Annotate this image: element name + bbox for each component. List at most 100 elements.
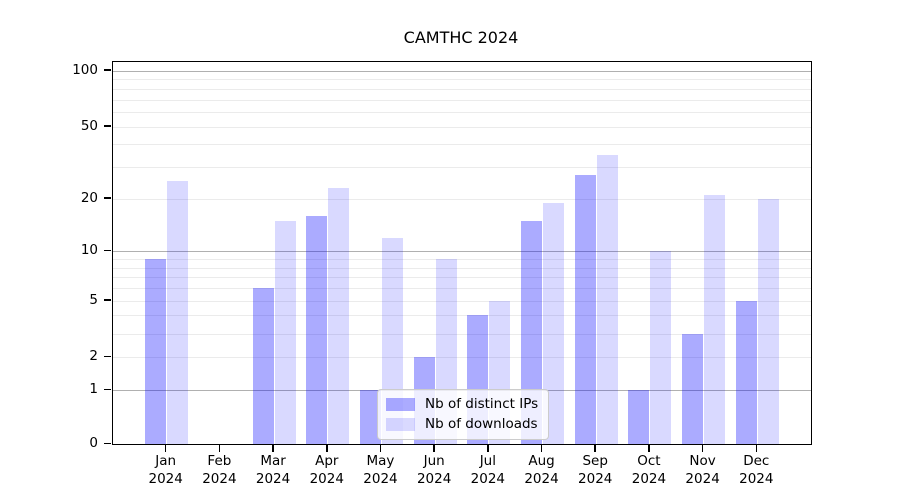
bar-downloads-jan bbox=[167, 181, 189, 444]
y-tick-label: 2 bbox=[89, 348, 98, 365]
bar-downloads-oct bbox=[650, 251, 672, 444]
legend: Nb of distinct IPs Nb of downloads bbox=[377, 389, 550, 440]
x-tick-year: 2024 bbox=[631, 470, 667, 487]
x-tick-label: Sep 2024 bbox=[563, 453, 627, 488]
x-tick-label: Oct 2024 bbox=[617, 453, 681, 488]
minor-gridline bbox=[113, 126, 811, 128]
x-tick-month: Jul bbox=[479, 453, 496, 469]
x-tick-month: Jan bbox=[155, 453, 177, 469]
x-tick-label: Mar 2024 bbox=[241, 453, 305, 488]
x-tick-month: May bbox=[366, 453, 395, 469]
x-tick-mark bbox=[540, 444, 543, 452]
x-tick-year: 2024 bbox=[739, 470, 774, 487]
y-tick-label: 1 bbox=[89, 381, 98, 398]
x-tick-month: Dec bbox=[743, 453, 770, 469]
x-tick-year: 2024 bbox=[148, 470, 183, 487]
x-tick-label: Apr 2024 bbox=[295, 453, 359, 488]
minor-gridline bbox=[113, 88, 811, 90]
x-tick-mark bbox=[272, 444, 274, 452]
y-tick-label: 0 bbox=[89, 435, 98, 451]
minor-gridline bbox=[113, 315, 811, 317]
legend-label-downloads: Nb of downloads bbox=[425, 416, 538, 432]
minor-gridline bbox=[113, 259, 811, 261]
bar-downloads-apr bbox=[328, 187, 350, 444]
bar-distinct-ips-jan bbox=[145, 259, 167, 444]
x-tick-label: Feb 2024 bbox=[187, 453, 251, 488]
x-tick-label: Jan 2024 bbox=[134, 453, 198, 488]
x-tick-month: Nov bbox=[689, 453, 716, 469]
x-tick-mark bbox=[648, 444, 650, 452]
bar-distinct-ips-oct bbox=[628, 390, 650, 444]
minor-gridline bbox=[113, 167, 811, 169]
minor-gridline bbox=[113, 198, 811, 200]
y-tick-mark bbox=[104, 197, 111, 199]
major-gridline bbox=[113, 70, 811, 72]
minor-gridline bbox=[113, 79, 811, 81]
x-tick-label: Nov 2024 bbox=[671, 453, 735, 488]
bar-downloads-aug bbox=[543, 202, 565, 444]
minor-gridline bbox=[113, 267, 811, 269]
y-tick-label: 5 bbox=[89, 291, 98, 308]
x-tick-year: 2024 bbox=[578, 470, 613, 487]
x-tick-label: Jul 2024 bbox=[456, 453, 520, 488]
legend-item-downloads: Nb of downloads bbox=[386, 416, 538, 432]
x-tick-month: Feb bbox=[207, 453, 232, 469]
chart-title: CAMTHC 2024 bbox=[403, 28, 519, 47]
y-tick-label: 20 bbox=[80, 189, 98, 206]
x-tick-label: Jun 2024 bbox=[402, 453, 466, 488]
bar-distinct-ips-sep bbox=[574, 175, 596, 444]
y-tick-mark bbox=[104, 249, 111, 252]
bar-distinct-ips-dec bbox=[735, 300, 757, 444]
x-tick-month: Aug bbox=[528, 453, 555, 469]
x-tick-label: Dec 2024 bbox=[724, 453, 788, 488]
minor-gridline bbox=[113, 357, 811, 359]
x-tick-year: 2024 bbox=[202, 470, 237, 487]
y-tick-mark bbox=[104, 355, 111, 358]
legend-swatch-downloads-icon bbox=[386, 417, 415, 431]
x-tick-mark bbox=[755, 444, 758, 452]
minor-gridline bbox=[113, 288, 811, 290]
bar-downloads-dec bbox=[757, 198, 779, 444]
bar-downloads-mar bbox=[274, 220, 296, 444]
y-tick-mark bbox=[104, 125, 111, 127]
minor-gridline bbox=[113, 300, 811, 302]
minor-gridline bbox=[113, 112, 811, 113]
y-tick-label: 100 bbox=[72, 61, 98, 78]
minor-gridline bbox=[113, 277, 811, 279]
plot-area bbox=[112, 61, 812, 445]
x-tick-month: Sep bbox=[582, 453, 608, 469]
x-tick-month: Jun bbox=[423, 453, 445, 469]
x-tick-year: 2024 bbox=[685, 470, 720, 487]
bar-distinct-ips-apr bbox=[306, 215, 328, 444]
x-tick-month: Mar bbox=[260, 453, 286, 469]
x-tick-mark bbox=[379, 444, 382, 452]
x-tick-year: 2024 bbox=[363, 470, 398, 487]
y-tick-label: 10 bbox=[80, 242, 98, 259]
x-tick-mark bbox=[433, 444, 435, 452]
x-tick-label: Aug 2024 bbox=[510, 453, 574, 488]
bar-distinct-ips-may bbox=[359, 390, 381, 444]
minor-gridline bbox=[113, 144, 811, 146]
x-tick-mark bbox=[594, 444, 596, 452]
x-tick-year: 2024 bbox=[255, 470, 291, 487]
x-tick-label: May 2024 bbox=[348, 453, 412, 488]
bar-distinct-ips-nov bbox=[682, 333, 704, 444]
x-tick-mark bbox=[164, 444, 167, 452]
x-tick-month: Apr bbox=[315, 453, 339, 469]
legend-label-distinct-ips: Nb of distinct IPs bbox=[425, 396, 539, 412]
bar-distinct-ips-mar bbox=[252, 288, 274, 444]
x-tick-mark bbox=[487, 444, 489, 452]
major-gridline bbox=[113, 251, 811, 253]
legend-swatch-distinct-ips-icon bbox=[386, 397, 415, 411]
bar-downloads-sep bbox=[596, 154, 618, 444]
y-tick-label: 50 bbox=[80, 117, 98, 134]
bar-distinct-ips-aug bbox=[521, 220, 543, 444]
minor-gridline bbox=[113, 333, 811, 335]
x-tick-year: 2024 bbox=[416, 470, 452, 487]
y-tick-mark bbox=[104, 442, 111, 444]
legend-item-distinct-ips: Nb of distinct IPs bbox=[386, 396, 538, 412]
x-tick-year: 2024 bbox=[470, 470, 506, 487]
y-tick-mark bbox=[104, 388, 111, 391]
bar-downloads-nov bbox=[704, 194, 726, 444]
